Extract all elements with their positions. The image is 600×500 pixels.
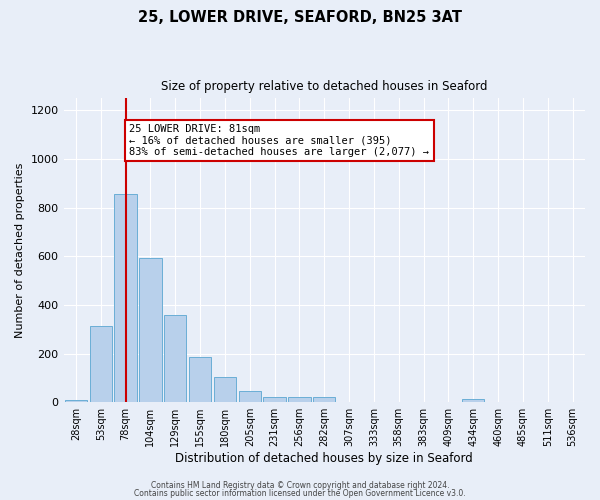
Bar <box>189 357 211 402</box>
Bar <box>313 398 335 402</box>
Text: Contains public sector information licensed under the Open Government Licence v3: Contains public sector information licen… <box>134 488 466 498</box>
Y-axis label: Number of detached properties: Number of detached properties <box>15 162 25 338</box>
Bar <box>239 392 261 402</box>
Bar <box>115 194 137 402</box>
Bar <box>288 398 311 402</box>
Bar <box>89 326 112 402</box>
Bar <box>263 398 286 402</box>
Bar <box>164 314 187 402</box>
Bar <box>462 398 484 402</box>
Title: Size of property relative to detached houses in Seaford: Size of property relative to detached ho… <box>161 80 488 93</box>
Text: 25 LOWER DRIVE: 81sqm
← 16% of detached houses are smaller (395)
83% of semi-det: 25 LOWER DRIVE: 81sqm ← 16% of detached … <box>130 124 430 157</box>
Text: Contains HM Land Registry data © Crown copyright and database right 2024.: Contains HM Land Registry data © Crown c… <box>151 481 449 490</box>
Bar <box>139 258 161 402</box>
X-axis label: Distribution of detached houses by size in Seaford: Distribution of detached houses by size … <box>175 452 473 465</box>
Bar <box>65 400 87 402</box>
Bar <box>214 377 236 402</box>
Text: 25, LOWER DRIVE, SEAFORD, BN25 3AT: 25, LOWER DRIVE, SEAFORD, BN25 3AT <box>138 10 462 25</box>
